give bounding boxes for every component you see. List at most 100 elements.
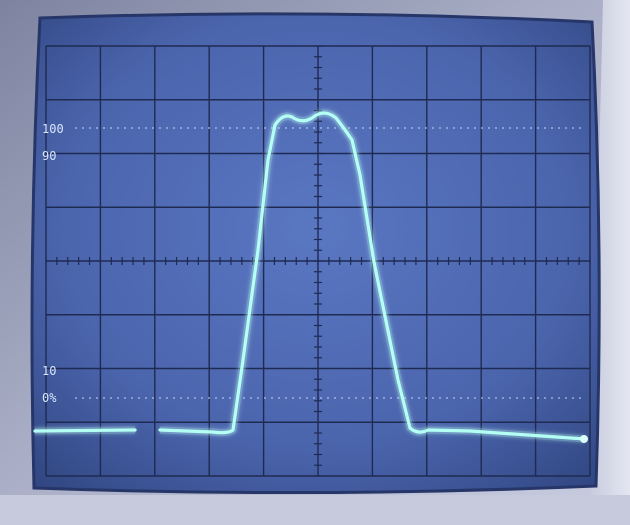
graticule-dot	[544, 397, 546, 399]
graticule-dot	[327, 397, 329, 399]
graticule-dot	[369, 397, 371, 399]
graticule-dot	[292, 127, 294, 129]
graticule-dot	[89, 127, 91, 129]
graticule-dot	[474, 397, 476, 399]
graticule-dot	[229, 127, 231, 129]
graticule-dot	[579, 127, 581, 129]
graticule-dot	[320, 127, 322, 129]
graticule-dot	[124, 127, 126, 129]
graticule-dot	[103, 397, 105, 399]
graticule-dot	[250, 127, 252, 129]
graticule-dot	[243, 127, 245, 129]
graticule-dot	[551, 397, 553, 399]
graticule-dot	[285, 127, 287, 129]
label-90: 90	[42, 149, 56, 163]
graticule-dot	[495, 397, 497, 399]
graticule-dot	[558, 127, 560, 129]
graticule-dot	[348, 127, 350, 129]
bezel-right-highlight	[590, 0, 630, 525]
graticule-dot	[565, 127, 567, 129]
graticule-dot	[516, 397, 518, 399]
graticule-dot	[411, 127, 413, 129]
graticule-dot	[530, 127, 532, 129]
graticule-dot	[425, 127, 427, 129]
graticule-dot	[110, 397, 112, 399]
graticule-dot	[180, 397, 182, 399]
graticule-dot	[439, 397, 441, 399]
graticule-dot	[474, 127, 476, 129]
graticule-dot	[453, 397, 455, 399]
graticule-dot	[166, 397, 168, 399]
graticule-dot	[208, 127, 210, 129]
graticule-dot	[432, 127, 434, 129]
graticule-dot	[313, 127, 315, 129]
graticule-dot	[75, 127, 77, 129]
graticule-dot	[138, 127, 140, 129]
graticule-dot	[551, 127, 553, 129]
graticule-dot	[257, 397, 259, 399]
graticule-dot	[439, 127, 441, 129]
graticule-dot	[530, 397, 532, 399]
graticule-dot	[467, 397, 469, 399]
graticule-dot	[187, 397, 189, 399]
graticule-dot	[341, 397, 343, 399]
graticule-dot	[390, 127, 392, 129]
graticule-dot	[362, 127, 364, 129]
graticule-dot	[103, 127, 105, 129]
graticule-dot	[145, 397, 147, 399]
graticule-dot	[278, 127, 280, 129]
graticule-dot	[572, 397, 574, 399]
graticule-dot	[229, 397, 231, 399]
graticule-dot	[418, 127, 420, 129]
graticule-dot	[523, 397, 525, 399]
graticule-dot	[117, 127, 119, 129]
graticule-dot	[250, 397, 252, 399]
graticule-dot	[516, 127, 518, 129]
signal-trace	[33, 111, 587, 441]
graticule-dot	[572, 127, 574, 129]
graticule-dot	[376, 127, 378, 129]
graticule-dot	[194, 397, 196, 399]
label-0-percent: 0%	[42, 391, 57, 405]
graticule-dot	[509, 127, 511, 129]
graticule-dot	[222, 127, 224, 129]
graticule-dot	[89, 397, 91, 399]
graticule-dot	[180, 127, 182, 129]
bezel-bottom-highlight	[0, 495, 630, 525]
graticule-dot	[159, 397, 161, 399]
graticule-dot	[481, 127, 483, 129]
graticule-ticks	[45, 45, 591, 477]
graticule-dot	[110, 127, 112, 129]
graticule-dot	[313, 397, 315, 399]
graticule-dot	[208, 397, 210, 399]
graticule-dot	[145, 127, 147, 129]
label-100: 100	[42, 122, 64, 136]
graticule-dot	[355, 397, 357, 399]
graticule-dot	[215, 397, 217, 399]
graticule-dot	[173, 397, 175, 399]
graticule-dot	[488, 397, 490, 399]
graticule-dot	[173, 127, 175, 129]
graticule-dot	[537, 127, 539, 129]
graticule-dot	[579, 397, 581, 399]
graticule-dot	[320, 397, 322, 399]
graticule-dot	[544, 127, 546, 129]
graticule-dot	[383, 127, 385, 129]
graticule-dot	[299, 397, 301, 399]
trace-end-dot	[580, 435, 588, 443]
graticule-dot	[460, 127, 462, 129]
graticule-dot	[152, 127, 154, 129]
graticule-dot	[131, 127, 133, 129]
graticule-dot	[285, 397, 287, 399]
graticule-dot	[495, 127, 497, 129]
graticule-dot	[334, 127, 336, 129]
graticule-dot	[75, 397, 77, 399]
graticule-dot	[481, 397, 483, 399]
graticule-dot	[264, 397, 266, 399]
graticule-dot	[327, 127, 329, 129]
graticule-dot	[222, 397, 224, 399]
graticule-dot	[397, 397, 399, 399]
graticule-dot	[404, 127, 406, 129]
graticule-dot	[124, 397, 126, 399]
